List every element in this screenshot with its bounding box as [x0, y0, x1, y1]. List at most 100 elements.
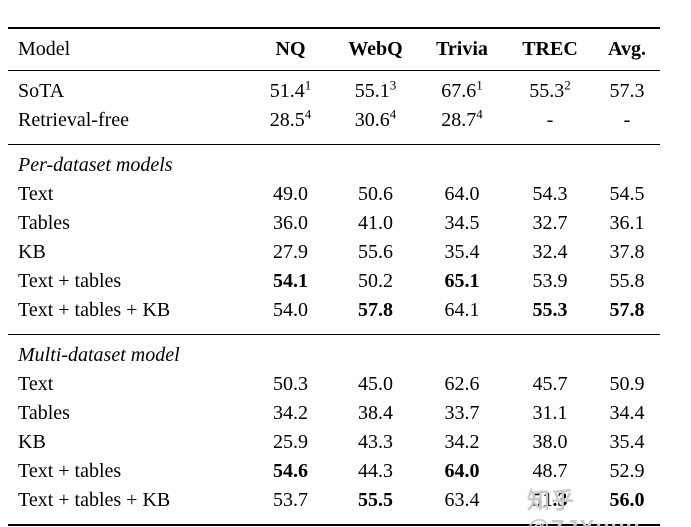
cell-value: 54.5 [609, 183, 645, 205]
cell-value: 45.0 [358, 373, 393, 395]
footnote-marker: 4 [476, 106, 483, 122]
table-row: SoTA 51.41 55.13 67.61 55.32 57.3 [8, 71, 660, 107]
footnote-marker: 1 [304, 77, 312, 93]
cell-nq: 28.54 [248, 106, 333, 145]
footnote-marker: 2 [564, 77, 571, 93]
cell-nq: 34.2 [248, 399, 333, 428]
cell-value: 55.3 [529, 80, 565, 102]
section-header-row: Per-dataset models [8, 145, 660, 181]
cell-value: 38.0 [532, 431, 568, 453]
cell-avg: 36.1 [594, 209, 660, 238]
cell-avg: 34.4 [594, 399, 660, 428]
cell-value: 63.4 [444, 489, 480, 511]
cell-value: 33.7 [444, 402, 480, 424]
cell-trec: 51.3 [506, 486, 594, 525]
cell-value: 55.5 [358, 489, 393, 511]
cell-value: 56.0 [609, 489, 645, 511]
cell-value: 28.7 [441, 109, 477, 131]
cell-value: 57.8 [358, 299, 393, 321]
cell-value: - [546, 109, 554, 131]
cell-value: 67.6 [441, 80, 477, 102]
cell-value: 53.9 [532, 270, 568, 292]
table-body: SoTA 51.41 55.13 67.61 55.32 57.3 Retrieval-fr… [8, 71, 660, 526]
row-label: Tables [18, 212, 70, 234]
cell-trec: 38.0 [506, 428, 594, 457]
row-label: Text + tables [18, 460, 122, 482]
cell-trivia: 33.7 [418, 399, 506, 428]
table-row: KB 27.9 55.6 35.4 32.4 37.8 [8, 238, 660, 267]
table-row: KB 25.9 43.3 34.2 38.0 35.4 [8, 428, 660, 457]
cell-avg: 52.9 [594, 457, 660, 486]
row-label: Text [18, 183, 54, 205]
cell-nq: 54.0 [248, 296, 333, 335]
cell-value: 30.6 [354, 109, 390, 131]
column-header-webq: WebQ [348, 38, 403, 60]
cell-value: 62.6 [444, 373, 480, 395]
cell-value: 50.3 [273, 373, 308, 395]
cell-trec: 55.3 [506, 296, 594, 335]
table-row: Text + tables + KB 53.7 55.5 63.4 51.3 56.0 [8, 486, 660, 525]
cell-value: 50.9 [609, 373, 645, 395]
row-label: Text + tables + KB [18, 489, 171, 511]
cell-value: 57.8 [609, 299, 645, 321]
cell-trivia: 64.0 [418, 180, 506, 209]
cell-value: 35.4 [444, 241, 480, 263]
cell-nq: 27.9 [248, 238, 333, 267]
column-header-avg: Avg. [608, 38, 646, 60]
cell-webq: 43.3 [333, 428, 418, 457]
cell-value: 54.6 [273, 460, 308, 482]
cell-trivia: 28.74 [418, 106, 506, 145]
cell-nq: 54.6 [248, 457, 333, 486]
cell-value: 50.2 [358, 270, 393, 292]
results-table: Model NQ WebQ Trivia TREC Avg. SoTA 51.41 55.13… [8, 27, 660, 526]
cell-value: 48.7 [532, 460, 568, 482]
cell-trec: 32.4 [506, 238, 594, 267]
cell-avg: 35.4 [594, 428, 660, 457]
cell-nq: 49.0 [248, 180, 333, 209]
cell-value: 36.0 [273, 212, 308, 234]
section-header: Multi-dataset model [18, 344, 180, 366]
cell-nq: 51.41 [248, 71, 333, 107]
table-row: Text 50.3 45.0 62.6 45.7 50.9 [8, 370, 660, 399]
cell-value: 54.3 [532, 183, 568, 205]
cell-trivia: 65.1 [418, 267, 506, 296]
row-label: Retrieval-free [18, 109, 130, 131]
cell-value: 51.3 [532, 489, 568, 511]
cell-avg: 55.8 [594, 267, 660, 296]
table-row: Tables 36.0 41.0 34.5 32.7 36.1 [8, 209, 660, 238]
cell-avg: 56.0 [594, 486, 660, 525]
table-row: Text 49.0 50.6 64.0 54.3 54.5 [8, 180, 660, 209]
cell-trec: 54.3 [506, 180, 594, 209]
cell-trivia: 63.4 [418, 486, 506, 525]
cell-value: 41.0 [358, 212, 393, 234]
cell-value: 32.7 [532, 212, 568, 234]
cell-value: 50.6 [358, 183, 393, 205]
cell-value: 37.8 [609, 241, 645, 263]
cell-trivia: 35.4 [418, 238, 506, 267]
cell-value: 44.3 [358, 460, 393, 482]
cell-trivia: 34.2 [418, 428, 506, 457]
cell-value: 55.3 [532, 299, 568, 321]
cell-value: 55.6 [358, 241, 393, 263]
cell-value: 35.4 [609, 431, 645, 453]
cell-value: 38.4 [358, 402, 393, 424]
cell-value: 54.0 [273, 299, 308, 321]
column-header-model: Model [18, 38, 71, 60]
row-label: KB [18, 431, 46, 453]
cell-value: 36.1 [609, 212, 645, 234]
cell-trec: 31.1 [506, 399, 594, 428]
cell-value: 65.1 [444, 270, 480, 292]
cell-webq: 45.0 [333, 370, 418, 399]
table-row: Retrieval-free 28.54 30.64 28.74- - [8, 106, 660, 145]
cell-nq: 25.9 [248, 428, 333, 457]
footnote-marker: 4 [304, 106, 312, 122]
cell-value: 28.5 [269, 109, 305, 131]
cell-avg: 54.5 [594, 180, 660, 209]
cell-trec: 55.32 [506, 71, 594, 107]
cell-trec: - [506, 106, 594, 145]
cell-value: 64.1 [444, 299, 480, 321]
cell-webq: 57.8 [333, 296, 418, 335]
column-header-nq: NQ [275, 38, 306, 60]
cell-webq: 55.13 [333, 71, 418, 107]
